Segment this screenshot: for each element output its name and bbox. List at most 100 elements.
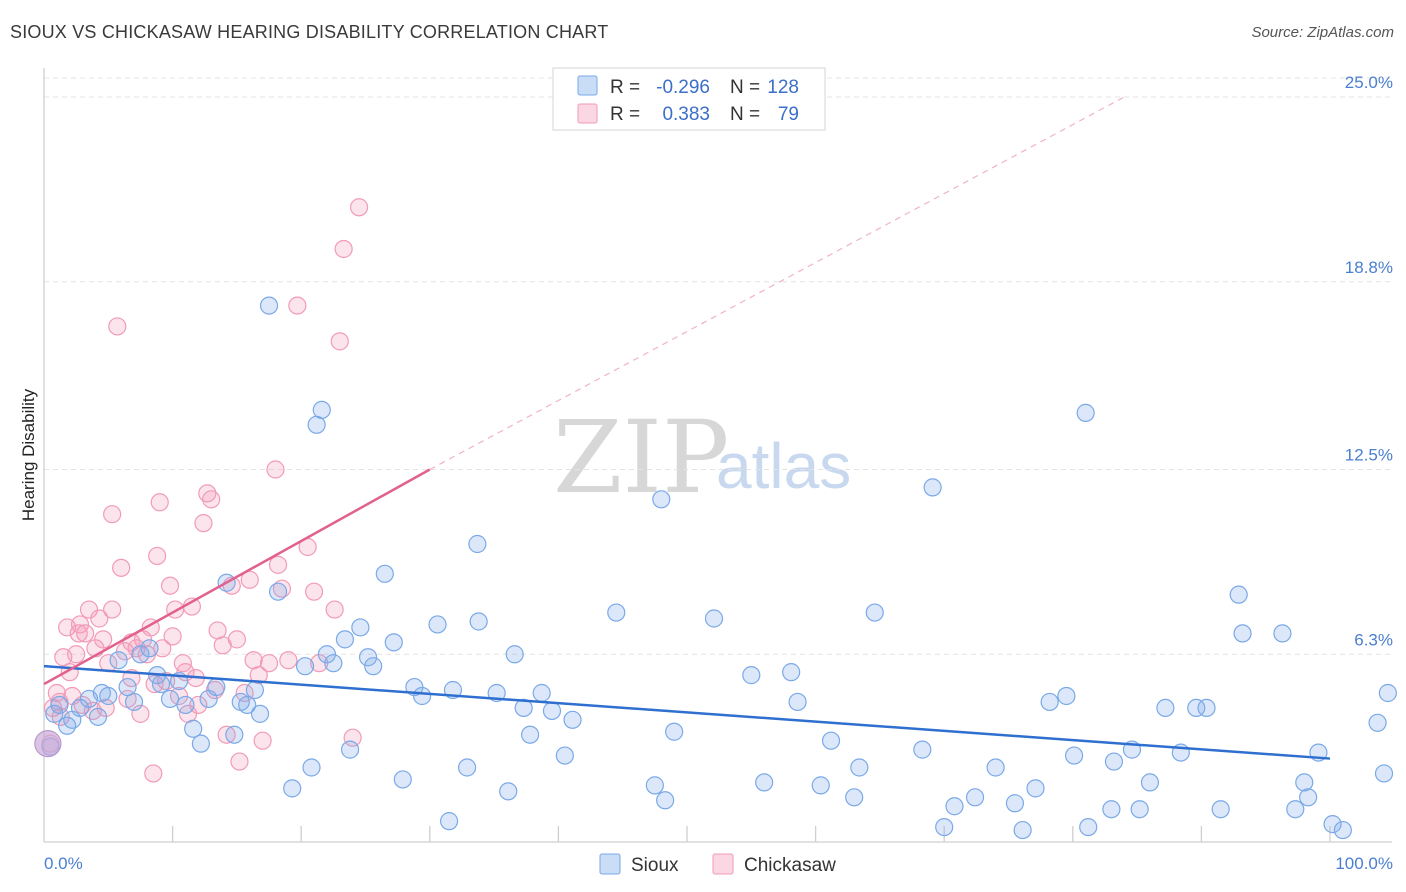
sioux-point [652, 490, 671, 509]
sioux-point [259, 296, 279, 315]
sioux-point [312, 400, 331, 419]
sioux-point [151, 674, 171, 694]
legend-n-label-chickasaw: N = [730, 104, 760, 125]
chickasaw-point [343, 728, 362, 747]
chickasaw-point [230, 752, 249, 771]
sioux-point [1040, 692, 1059, 712]
sioux-point [563, 710, 582, 729]
chickasaw-point [112, 558, 131, 577]
sioux-point [935, 817, 954, 837]
legend-r-value-sioux: -0.296 [656, 77, 710, 98]
sioux-point [109, 651, 128, 670]
sioux-point [821, 731, 841, 750]
sioux-point [124, 692, 144, 712]
sioux-point [469, 612, 488, 631]
sioux-point [1299, 788, 1318, 807]
sioux-point [923, 478, 942, 497]
sioux-trend-line [43, 664, 1331, 760]
sioux-point [1229, 585, 1248, 604]
sioux-point [986, 758, 1005, 777]
chickasaw-point [194, 514, 213, 533]
legend: R = -0.296 N = 128 R = 0.383 N = 79 [552, 67, 826, 131]
sioux-point [393, 770, 412, 789]
chickasaw-point [144, 764, 163, 783]
chickasaw-point [268, 555, 288, 574]
x-tick-label-min: 0.0% [44, 854, 83, 873]
sioux-point [439, 812, 459, 831]
sioux-point [788, 692, 807, 712]
sioux-point [1076, 403, 1095, 422]
sioux-point [850, 758, 869, 777]
y-tick-label: 25.0% [1345, 73, 1393, 92]
sioux-point [245, 680, 265, 700]
sioux-point [1104, 752, 1124, 771]
sioux-point [140, 639, 159, 658]
sioux-point [1333, 820, 1352, 840]
sioux-point [656, 791, 675, 810]
chart-title: SIOUX VS CHICKASAW HEARING DISABILITY CO… [10, 22, 609, 42]
sioux-point [1368, 713, 1387, 732]
chickasaw-point [249, 666, 268, 685]
sioux-point [88, 707, 108, 726]
y-axis-tick-labels: 6.3% 12.5% 18.8% 25.0% [1345, 73, 1393, 649]
sioux-point [607, 603, 626, 622]
sioux-point [250, 704, 270, 723]
chickasaw-point [304, 582, 324, 601]
sioux-point [1130, 800, 1149, 819]
sioux-point [865, 603, 884, 622]
sioux-point [176, 695, 195, 715]
sioux-point [324, 654, 343, 673]
sioux-point [50, 695, 69, 715]
sioux-point [811, 776, 830, 795]
sioux-point [1156, 698, 1175, 718]
sioux-point [845, 788, 864, 807]
sioux-point [742, 666, 761, 685]
sioux-point [160, 689, 180, 709]
sioux-point [375, 564, 394, 583]
chickasaw-point [266, 460, 285, 479]
sioux-point [351, 618, 370, 637]
sioux-point [645, 776, 664, 795]
legend-swatch-sioux [577, 75, 598, 96]
y-tick-label: 12.5% [1345, 446, 1393, 465]
chickasaw-point [103, 600, 122, 619]
chickasaw-point [148, 546, 167, 566]
sioux-point [1140, 773, 1160, 792]
x-axis-ticks [171, 826, 1331, 842]
chickasaw-point [259, 654, 279, 673]
watermark-zip: ZIP [553, 399, 729, 516]
watermark-atlas: atlas [716, 430, 851, 502]
chickasaw-point [90, 609, 109, 628]
chickasaw-point [79, 600, 99, 619]
sioux-point [225, 725, 244, 744]
chickasaw-point [202, 490, 221, 509]
trend-lines [43, 96, 1331, 760]
sioux-point [1295, 773, 1314, 792]
bottom-legend-swatch-chickasaw [712, 853, 734, 875]
sioux-points [34, 296, 1397, 840]
legend-swatch-chickasaw [577, 103, 598, 124]
sioux-point [1079, 817, 1098, 837]
sioux-point [184, 719, 203, 738]
y-tick-label: 18.8% [1345, 258, 1393, 277]
sioux-point [555, 746, 574, 765]
sioux-point [1057, 686, 1076, 706]
sioux-point [191, 734, 210, 753]
sioux-point [521, 725, 540, 744]
sioux-point [295, 657, 315, 676]
chickasaw-point [205, 680, 225, 700]
chickasaw-point [67, 645, 86, 664]
chickasaw-point [253, 731, 272, 750]
sioux-point [1211, 800, 1230, 819]
sioux-point [1378, 683, 1397, 703]
y-axis-label: Hearing Disability [19, 388, 38, 521]
chickasaw-point [330, 332, 349, 351]
bottom-legend: Sioux Chickasaw [599, 853, 836, 876]
chickasaw-point [157, 671, 176, 691]
legend-box [552, 67, 826, 131]
sioux-point [45, 704, 64, 723]
chickasaw-point [217, 725, 236, 744]
sioux-point [499, 782, 518, 801]
sioux-point [457, 758, 477, 777]
